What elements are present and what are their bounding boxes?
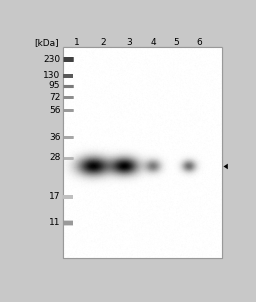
Text: 230: 230: [43, 55, 60, 64]
Text: 6: 6: [197, 38, 202, 47]
Text: [kDa]: [kDa]: [34, 38, 59, 47]
Text: 130: 130: [43, 71, 60, 80]
Text: 4: 4: [150, 38, 156, 47]
Text: 56: 56: [49, 106, 60, 115]
Text: 2: 2: [101, 38, 106, 47]
Text: 28: 28: [49, 153, 60, 162]
Text: 3: 3: [126, 38, 132, 47]
Text: 1: 1: [74, 38, 80, 47]
Text: 72: 72: [49, 93, 60, 102]
Bar: [63, 47, 222, 258]
Text: 11: 11: [49, 218, 60, 227]
Text: 17: 17: [49, 192, 60, 201]
Text: 36: 36: [49, 133, 60, 142]
Bar: [63, 47, 222, 258]
Polygon shape: [223, 164, 228, 169]
Text: 5: 5: [173, 38, 179, 47]
Text: 95: 95: [49, 81, 60, 90]
